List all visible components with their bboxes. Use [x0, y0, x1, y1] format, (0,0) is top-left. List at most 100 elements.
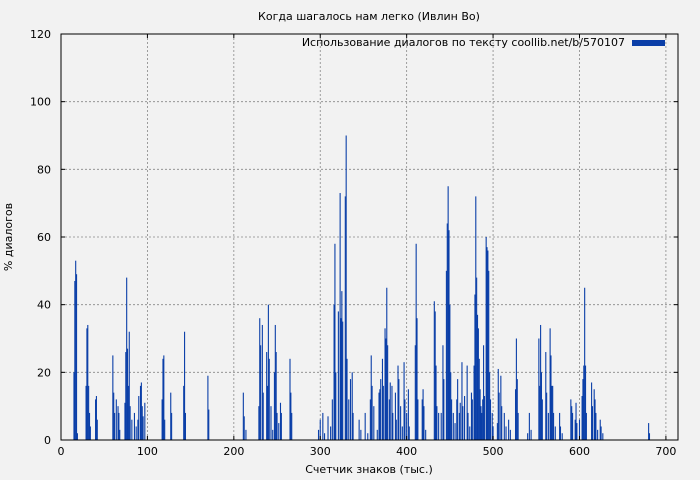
y-tick-label: 80 [37, 163, 51, 176]
bar [118, 412, 120, 440]
bar [117, 406, 119, 440]
bar [464, 396, 466, 440]
bar [380, 379, 382, 440]
bar [595, 412, 597, 440]
bar [509, 429, 511, 440]
bar [443, 379, 445, 440]
bar [516, 379, 518, 440]
bar [76, 433, 78, 440]
bar [348, 399, 350, 440]
bar [483, 396, 485, 440]
bar [505, 426, 507, 440]
legend-label: Использование диалогов по тексту coollib… [302, 36, 625, 49]
bar [387, 345, 389, 440]
legend: Использование диалогов по тексту coollib… [302, 36, 665, 49]
bar [207, 375, 209, 440]
bar [382, 385, 384, 440]
bar [545, 352, 547, 440]
x-tick-label: 100 [137, 445, 158, 458]
y-tick-label: 60 [37, 231, 51, 244]
bar [421, 399, 423, 440]
bar [517, 412, 519, 440]
bar [572, 412, 574, 440]
bar [327, 416, 329, 440]
bar [445, 270, 447, 440]
bar [360, 429, 362, 440]
bar [290, 392, 292, 440]
bar [547, 412, 549, 440]
bar [370, 355, 372, 440]
bar [561, 433, 563, 440]
bar [600, 426, 602, 440]
bar [243, 416, 245, 440]
bar [550, 355, 552, 440]
bar [278, 423, 280, 440]
bar [135, 426, 137, 440]
y-tick-label: 20 [37, 366, 51, 379]
bar [242, 392, 244, 440]
bar [358, 419, 360, 440]
bar [141, 406, 143, 440]
bar [451, 399, 453, 440]
bar [163, 355, 165, 440]
bar [571, 406, 573, 440]
bar [280, 412, 282, 440]
bar [438, 412, 440, 440]
bar [552, 385, 554, 440]
bar [480, 406, 482, 440]
bar [489, 372, 491, 440]
bar [113, 392, 115, 440]
bar [597, 429, 599, 440]
bar [378, 392, 380, 440]
bar [339, 193, 341, 440]
bar [474, 294, 476, 440]
bar [554, 426, 556, 440]
bar [479, 389, 481, 440]
bar [184, 412, 186, 440]
bar [584, 365, 587, 440]
bar [274, 324, 276, 440]
bar [591, 406, 593, 440]
bar [344, 196, 346, 440]
y-tick-label: 100 [30, 96, 51, 109]
bar [553, 412, 555, 440]
bar [551, 385, 553, 440]
bar [126, 348, 129, 440]
bar [414, 345, 416, 440]
bar [395, 419, 397, 440]
bar [508, 419, 510, 440]
bar [407, 389, 409, 440]
bar [449, 304, 451, 440]
bar [87, 324, 89, 440]
bar [334, 243, 336, 440]
bars [73, 135, 651, 440]
ticks: 0 100 200 300 400 500 600 700 0 20 40 60 80 100 120 [30, 28, 678, 458]
bar [346, 358, 348, 440]
x-tick-label: 400 [396, 445, 417, 458]
bar [442, 345, 444, 440]
bar [331, 399, 333, 440]
bar [183, 385, 185, 440]
bar [74, 280, 76, 440]
bar [367, 433, 369, 440]
bar [270, 406, 272, 440]
bar [530, 429, 532, 440]
bar [170, 392, 172, 440]
x-tick-label: 0 [58, 445, 65, 458]
bar [124, 402, 126, 440]
bar [324, 433, 326, 440]
bar [527, 433, 529, 440]
bar [260, 345, 262, 440]
bar [400, 406, 402, 440]
bar [95, 396, 97, 440]
x-tick-label: 200 [223, 445, 244, 458]
bar [469, 426, 471, 440]
bar [119, 429, 121, 440]
bar [266, 385, 269, 440]
bar [584, 287, 586, 440]
bar [476, 277, 478, 440]
bar [457, 379, 459, 440]
bar [379, 389, 381, 440]
bar [125, 352, 127, 440]
chart-title: Когда шагалось нам легко (Ивлин Во) [258, 10, 480, 23]
